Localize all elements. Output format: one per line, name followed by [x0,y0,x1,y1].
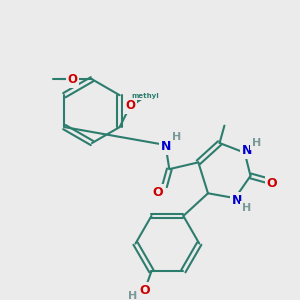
Text: O: O [125,99,135,112]
Text: O: O [152,186,163,199]
Text: N: N [242,144,252,157]
Text: N: N [161,140,172,153]
Text: O: O [68,73,78,86]
Text: H: H [242,203,251,213]
Text: H: H [128,291,138,300]
Text: O: O [266,177,277,190]
Text: O: O [140,284,150,297]
Text: H: H [172,132,182,142]
Text: H: H [252,138,261,148]
Text: methyl: methyl [131,93,159,99]
Text: N: N [232,194,242,207]
